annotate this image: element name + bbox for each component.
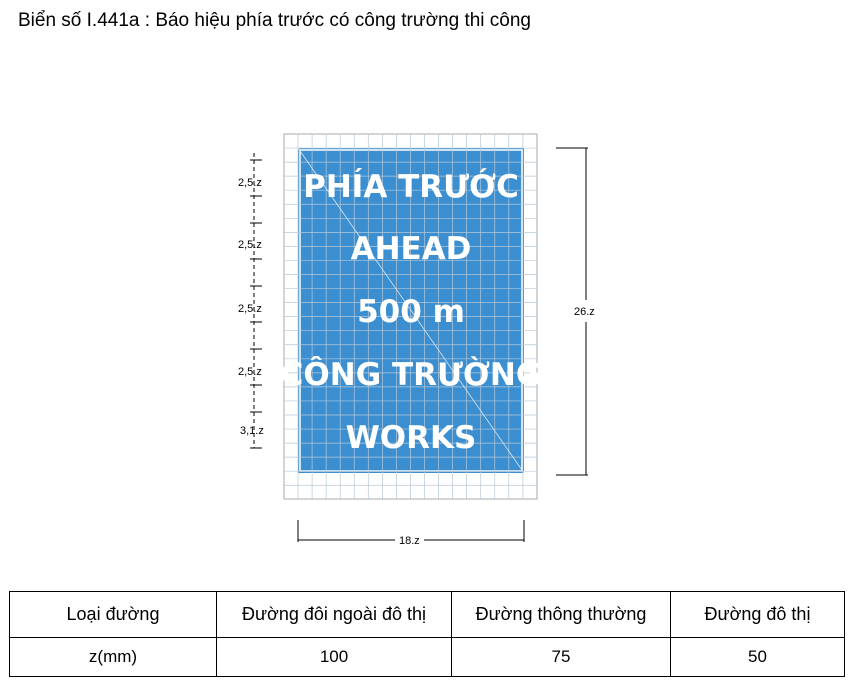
dim-row-3: 2,5.z [238,303,262,315]
diagram-title: Biển số I.441a : Báo hiệu phía trước có … [18,10,531,31]
sign-line-1: PHÍA TRƯỚC [303,168,519,205]
header-road-type: Loại đường [9,591,217,638]
grid-lines [284,134,537,499]
left-dimension [250,153,262,449]
height-label: 26.z [574,306,595,318]
sign-line-5: WORKS [346,420,477,456]
value-z-label: z(mm) [9,637,217,677]
width-dimension [297,520,525,542]
dim-row-1: 2,5.z [238,177,262,189]
value-urban-road: 50 [670,637,845,677]
dim-row-2: 2,5.z [238,239,262,251]
table-header-row: Loại đường Đường đôi ngoài đô thị Đường … [9,591,845,638]
diagonal-guide [297,147,525,474]
header-divided-rural: Đường đôi ngoài đô thị [216,591,452,638]
header-urban-road: Đường đô thị [670,591,845,638]
table-row: z(mm) 100 75 50 [9,637,845,677]
height-dimension [556,147,588,476]
sign-line-3: 500 m [357,294,465,330]
header-normal-road: Đường thông thường [451,591,671,638]
value-normal-road: 75 [451,637,671,677]
width-label: 18.z [399,535,420,547]
dim-row-4: 2,5.z [238,366,262,378]
value-divided-rural: 100 [216,637,452,677]
spec-table: Loại đường Đường đôi ngoài đô thị Đường … [9,591,845,677]
sign-line-4: CÔNG TRƯỜNG [281,356,542,393]
dim-row-5: 3,1.z [240,425,264,437]
sign-line-2: AHEAD [351,231,472,267]
sign-diagram: PHÍA TRƯỚC AHEAD 500 m CÔNG TRƯỜNG WORKS… [238,133,595,547]
